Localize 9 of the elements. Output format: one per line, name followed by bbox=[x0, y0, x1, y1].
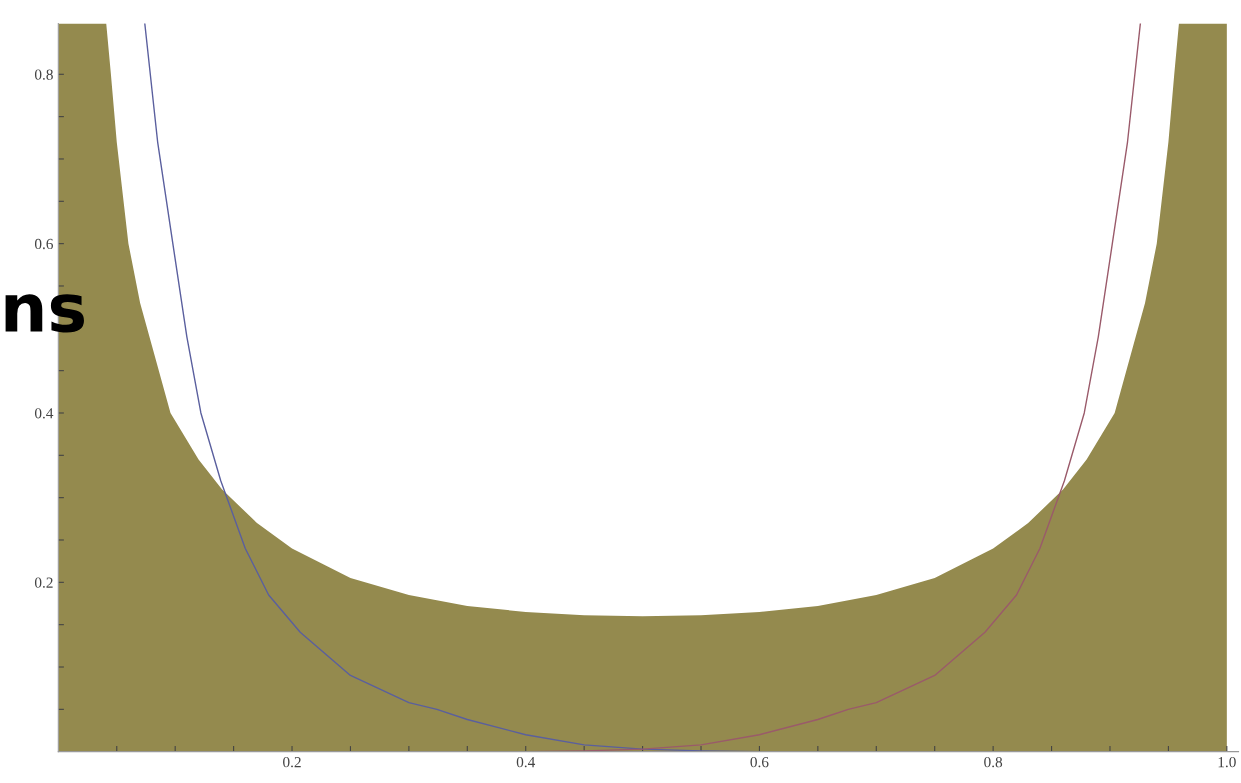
x-tick-label: 0.4 bbox=[516, 756, 536, 768]
y-tick-label: 0.4 bbox=[34, 408, 54, 419]
y-tick-label: 0.6 bbox=[34, 238, 54, 250]
x-tick-label: 0.6 bbox=[750, 756, 769, 768]
y-tick-label: 0.2 bbox=[34, 577, 53, 588]
x-tick-label: 0.8 bbox=[984, 756, 1003, 768]
x-tick-label: 0.2 bbox=[283, 756, 301, 768]
x-tick-label: 1.0 bbox=[1218, 756, 1236, 768]
y-tick-label: 0.8 bbox=[34, 69, 53, 80]
